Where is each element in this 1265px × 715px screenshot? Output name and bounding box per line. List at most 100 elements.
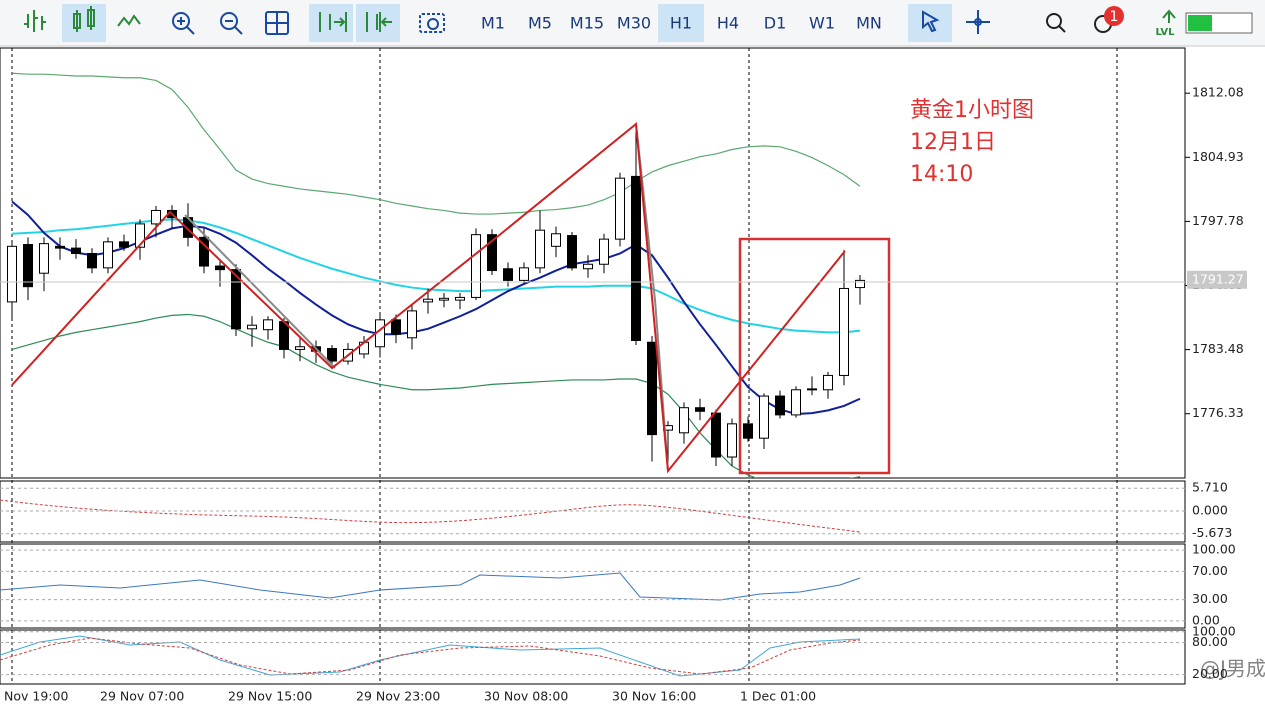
candle-body bbox=[807, 388, 817, 391]
y-tick-label: 1812.08 bbox=[1192, 85, 1244, 100]
candle-body bbox=[199, 236, 209, 267]
y-tick-label: 1776.33 bbox=[1192, 405, 1244, 420]
signal-level bbox=[1188, 15, 1212, 31]
indicator-plot bbox=[0, 629, 1186, 685]
badge bbox=[1104, 6, 1124, 26]
timeframe[interactable]: H4 bbox=[717, 14, 739, 33]
candle-body bbox=[71, 247, 81, 254]
candle-body bbox=[615, 177, 625, 240]
candle-body bbox=[599, 238, 609, 265]
candle-body bbox=[791, 389, 801, 416]
candle-body bbox=[775, 395, 785, 416]
cursor-active[interactable] bbox=[908, 4, 952, 42]
candle-body bbox=[647, 341, 657, 436]
indicator-line bbox=[11, 72, 861, 215]
indicator-plot bbox=[0, 543, 1186, 629]
timeframe[interactable]: M1 bbox=[481, 14, 505, 33]
candle-body bbox=[455, 296, 465, 301]
candle-body bbox=[407, 310, 417, 339]
candle-body bbox=[679, 407, 689, 434]
x-tick-label: Nov 19:00 bbox=[4, 689, 68, 704]
candle-body bbox=[855, 279, 865, 289]
candle-body bbox=[503, 268, 513, 281]
candle-body bbox=[263, 319, 273, 331]
y-tick-label: 1797.78 bbox=[1192, 213, 1244, 228]
candle-body bbox=[535, 229, 545, 269]
candle-body bbox=[471, 234, 481, 298]
x-tick-label: 29 Nov 23:00 bbox=[356, 689, 440, 704]
candle-body bbox=[7, 245, 17, 303]
y-tick-label: -5.673 bbox=[1192, 525, 1232, 540]
candle-body bbox=[727, 423, 737, 458]
annotation: 黄金1小时图 bbox=[910, 98, 1034, 123]
candle-body bbox=[119, 241, 129, 248]
indicator-plot bbox=[0, 480, 1186, 543]
screenshot-icon[interactable] bbox=[419, 13, 445, 33]
candle-body bbox=[711, 412, 721, 458]
y-tick-label: 1783.48 bbox=[1192, 341, 1244, 356]
candle-body bbox=[695, 407, 705, 412]
x-tick-label: 30 Nov 16:00 bbox=[612, 689, 696, 704]
timeframe[interactable]: MN bbox=[856, 14, 882, 33]
timeframe[interactable]: W1 bbox=[809, 14, 835, 33]
y-tick-label: 70.00 bbox=[1192, 563, 1228, 578]
indicator-line bbox=[11, 200, 861, 415]
candle-body bbox=[39, 243, 49, 274]
candle-body bbox=[743, 423, 753, 439]
x-tick-label: 29 Nov 15:00 bbox=[228, 689, 312, 704]
y-tick-label: 20.00 bbox=[1192, 666, 1228, 681]
y-tick-label: 0.000 bbox=[1192, 503, 1228, 518]
candle-body bbox=[439, 297, 449, 301]
timeframe[interactable]: D1 bbox=[764, 14, 787, 33]
y-tick-label: 30.00 bbox=[1192, 591, 1228, 606]
zoom-icons[interactable] bbox=[172, 11, 289, 35]
drawings bbox=[0, 122, 1185, 475]
y-tick-label: 0.00 bbox=[1192, 612, 1220, 627]
y-tick-label: 100.00 bbox=[1192, 542, 1236, 557]
candle-body bbox=[423, 298, 433, 303]
indicator-traces bbox=[0, 499, 861, 677]
badge-count: 1 bbox=[1110, 9, 1119, 25]
candle-body bbox=[231, 269, 241, 330]
toolbar bbox=[0, 0, 1265, 46]
candle-body bbox=[215, 265, 225, 271]
timeframe-active[interactable] bbox=[658, 4, 704, 42]
candle-body bbox=[839, 287, 849, 376]
candle-body bbox=[391, 319, 401, 335]
timeframe[interactable]: M30 bbox=[617, 14, 651, 33]
candle-body bbox=[55, 245, 65, 249]
x-tick-label: 30 Nov 08:00 bbox=[484, 689, 568, 704]
y-tick-label: 100.00 bbox=[1192, 623, 1236, 638]
level-icon bbox=[1162, 9, 1176, 23]
candle-body bbox=[631, 175, 641, 341]
tool-icons[interactable] bbox=[922, 10, 1112, 34]
annotation: 12月1日 bbox=[910, 130, 996, 155]
current-price-label: 1791.27 bbox=[1192, 271, 1244, 286]
x-tick-label: 1 Dec 01:00 bbox=[740, 689, 816, 704]
candle-body bbox=[87, 252, 97, 269]
current-price-box bbox=[1187, 270, 1247, 289]
timeframe[interactable]: M5 bbox=[528, 14, 552, 33]
candle-body bbox=[487, 234, 497, 272]
candle-body bbox=[519, 267, 529, 281]
candle-body bbox=[759, 395, 769, 439]
level-label: LVL bbox=[1155, 27, 1175, 38]
candle-body bbox=[327, 348, 337, 362]
candle-body bbox=[567, 235, 577, 269]
x-tick-label: 29 Nov 07:00 bbox=[100, 689, 184, 704]
y-tick-label: 5.710 bbox=[1192, 480, 1228, 495]
toolbar-icons bbox=[24, 6, 141, 32]
scroll-icons[interactable] bbox=[319, 12, 392, 32]
candle-body bbox=[135, 223, 145, 248]
candle-body bbox=[583, 263, 593, 270]
candle-body bbox=[23, 244, 33, 288]
annotation: 14:10 bbox=[910, 162, 973, 187]
button-active[interactable] bbox=[62, 4, 106, 42]
y-tick-label: 1804.93 bbox=[1192, 149, 1244, 164]
timeframe[interactable]: H1 bbox=[670, 14, 692, 33]
period-separators bbox=[11, 48, 1118, 684]
timeframe[interactable]: M15 bbox=[570, 14, 604, 33]
watermark: @J男成 bbox=[1200, 657, 1265, 681]
